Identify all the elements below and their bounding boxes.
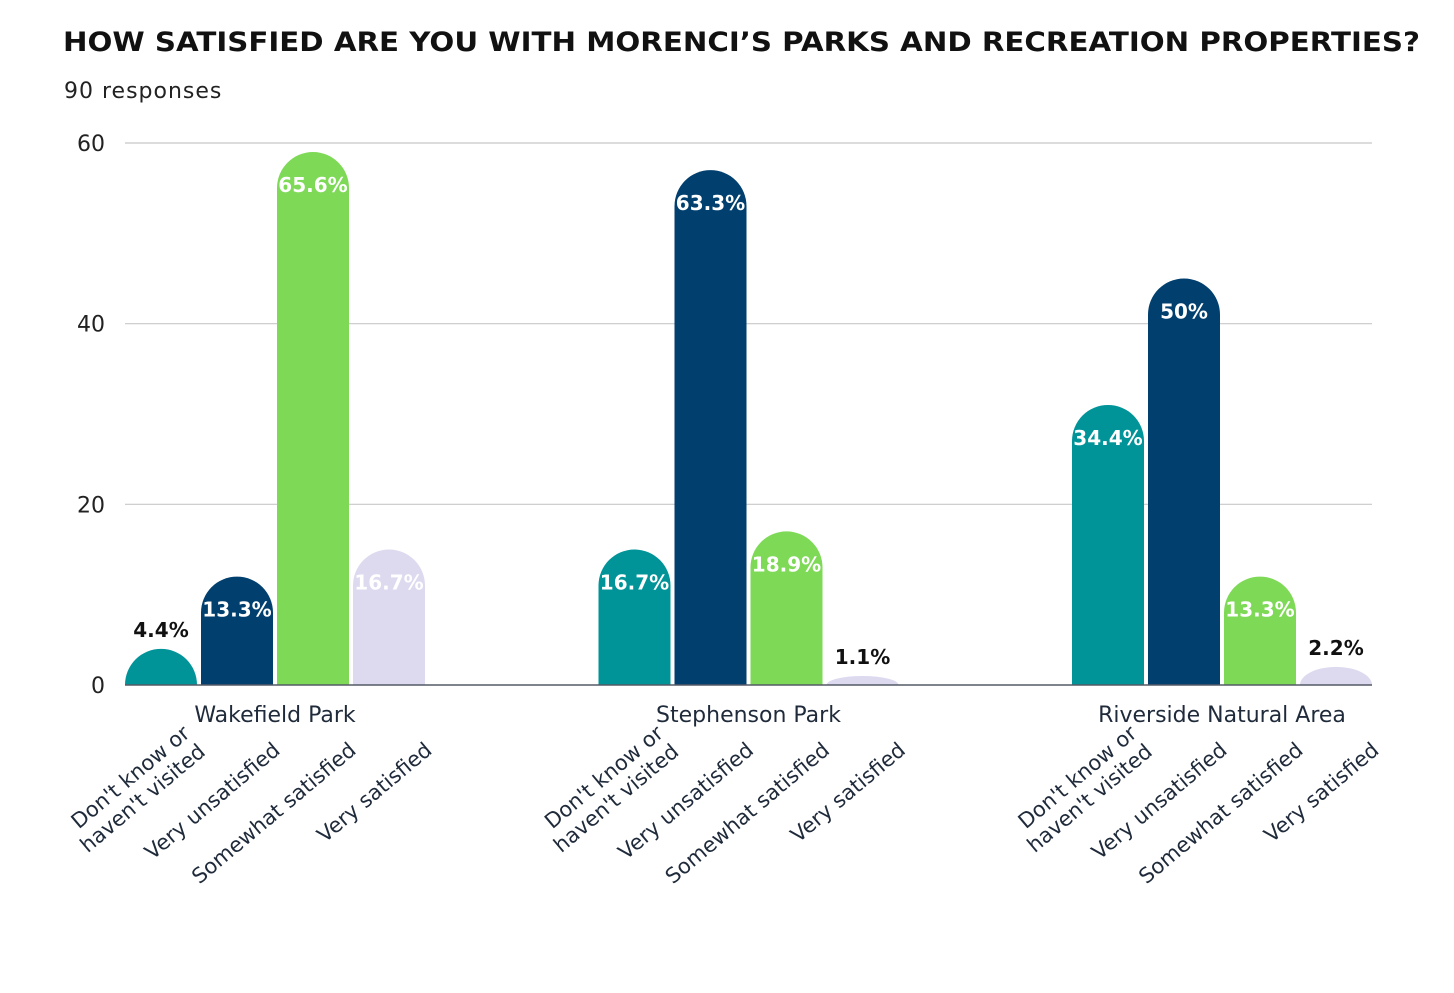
bar	[277, 152, 349, 686]
data-label: 18.9%	[752, 552, 821, 576]
data-label: 50%	[1160, 300, 1208, 324]
data-label: 16.7%	[354, 571, 423, 595]
data-label: 13.3%	[202, 598, 271, 622]
bar	[826, 675, 899, 685]
chart-subtitle: 90 responses	[64, 79, 222, 104]
bar	[674, 170, 747, 686]
data-label: 63.3%	[676, 191, 745, 215]
data-label: 34.4%	[1073, 426, 1142, 450]
group-label: Wakefield Park	[194, 703, 356, 728]
data-label: 2.2%	[1308, 636, 1363, 660]
bar	[1300, 666, 1372, 685]
y-tick-label: 20	[77, 493, 105, 518]
bar	[1148, 278, 1220, 685]
bar	[201, 576, 273, 685]
chart-title: HOW SATISFIED ARE YOU WITH MORENCI’S PAR…	[63, 27, 1420, 58]
y-axis: 0 20 40 60	[77, 132, 105, 699]
group-label: Riverside Natural Area	[1098, 703, 1346, 728]
bar	[125, 648, 197, 685]
data-label: 16.7%	[600, 571, 669, 595]
group-label: Stephenson Park	[656, 703, 841, 728]
bar	[353, 549, 425, 685]
bar	[1224, 576, 1296, 685]
y-tick-label: 60	[77, 132, 105, 157]
data-label: 4.4%	[133, 618, 188, 642]
bar	[750, 531, 823, 685]
data-label: 1.1%	[835, 645, 890, 669]
data-label: 13.3%	[1225, 598, 1294, 622]
data-label: 65.6%	[278, 173, 347, 197]
y-tick-label: 40	[77, 313, 105, 338]
bar	[1072, 404, 1144, 685]
y-tick-label: 0	[91, 674, 105, 699]
bars: 4.4% 13.3% 65.6% 16.7% 16.7% 63.3% 18.9% 1.1% 34…	[125, 152, 1372, 686]
bar	[598, 549, 671, 685]
